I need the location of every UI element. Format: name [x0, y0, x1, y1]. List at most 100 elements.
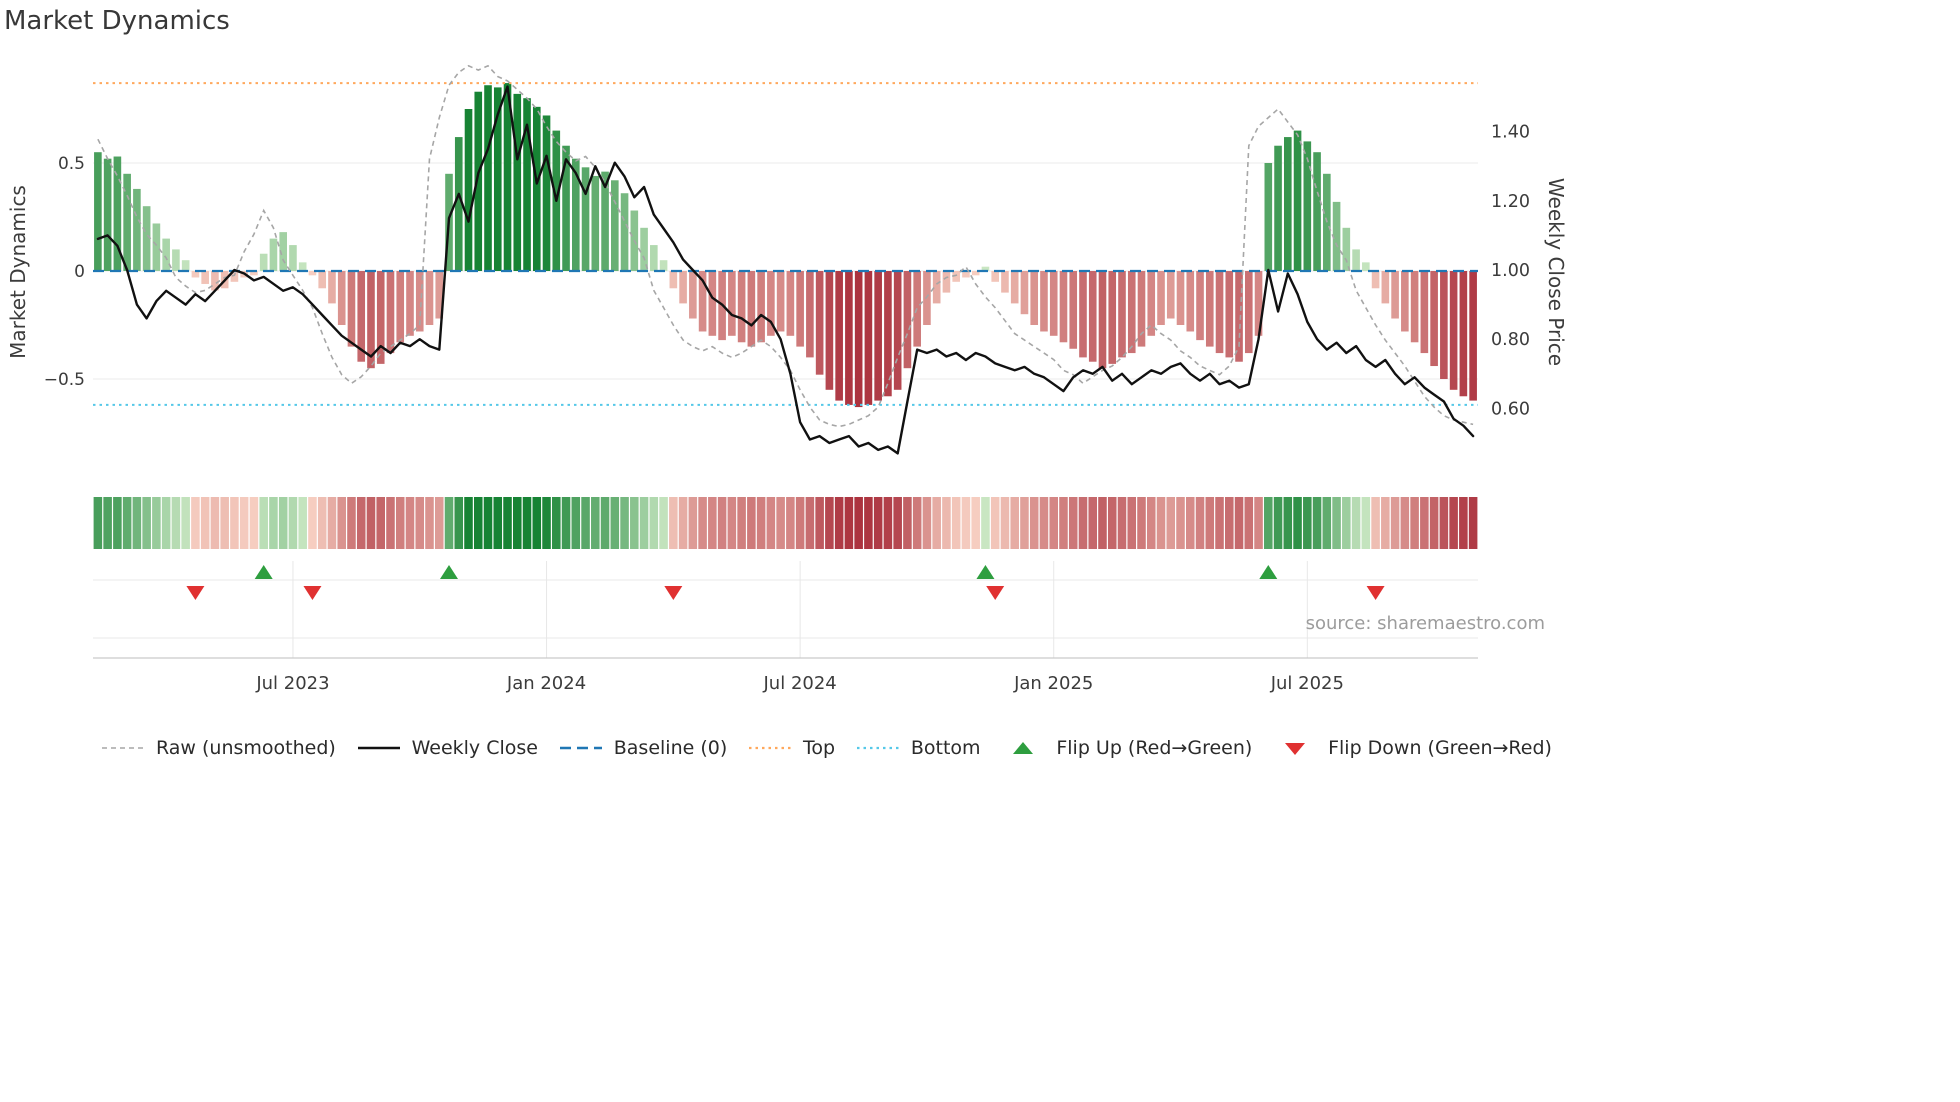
heatmap-cell: [795, 497, 805, 549]
oscillator-bar: [1440, 271, 1448, 379]
oscillator-bar: [1010, 271, 1019, 304]
heatmap-cell: [103, 497, 112, 549]
oscillator-bar: [181, 260, 190, 271]
heatmap-cell: [473, 497, 483, 549]
heatmap-cell: [912, 497, 922, 549]
heatmap-cell: [513, 497, 522, 549]
legend-item-dashed-gray-line: Raw (unsmoothed): [100, 737, 336, 759]
heatmap-cell: [1059, 497, 1068, 549]
heatmap-cell: [239, 497, 249, 549]
legend-item-red-down-triangle: Flip Down (Green→Red): [1272, 737, 1552, 759]
flip-down-marker: [186, 586, 205, 600]
heatmap-cell: [1429, 497, 1439, 549]
heatmap-cell: [1264, 497, 1273, 549]
heatmap-cell: [1049, 497, 1058, 549]
heatmap-cell: [1459, 497, 1468, 549]
left-axis-label: Market Dynamics: [6, 185, 30, 359]
heatmap-cell: [1000, 497, 1010, 549]
heatmap-cell: [405, 497, 415, 549]
heatmap-cell: [1078, 497, 1088, 549]
x-tick-label: Jan 2025: [1013, 673, 1093, 694]
oscillator-bar: [737, 271, 746, 343]
y-right-tick-label: 0.80: [1491, 330, 1530, 350]
heatmap-cell: [815, 497, 824, 549]
oscillator-bar: [835, 271, 843, 401]
oscillator-bar: [464, 109, 473, 271]
oscillator-bar: [1127, 271, 1136, 354]
heatmap-cell: [932, 497, 941, 549]
heatmap-cell: [834, 497, 844, 549]
x-tick-label: Jul 2025: [1270, 673, 1344, 694]
heatmap-cell: [776, 497, 785, 549]
heatmap-cell: [132, 497, 142, 549]
y-right-tick-label: 1.00: [1491, 261, 1530, 281]
heatmap-cell: [366, 497, 376, 549]
heatmap-cell: [415, 497, 425, 549]
heatmap-cell: [708, 497, 717, 549]
heatmap-cell: [493, 497, 503, 549]
oscillator-bar: [620, 193, 629, 271]
oscillator-bar: [1205, 271, 1214, 347]
heatmap-cell: [1205, 497, 1215, 549]
heatmap-cell: [844, 497, 854, 549]
legend-item-dashed-blue-line: Baseline (0): [558, 737, 727, 759]
oscillator-bar: [1332, 201, 1341, 271]
heatmap-cell: [532, 497, 542, 549]
oscillator-bar: [513, 93, 522, 271]
y-left-tick-label: 0.5: [58, 154, 85, 174]
heatmap-cell: [1088, 497, 1098, 549]
oscillator-bar: [1293, 130, 1302, 271]
heatmap-cell: [220, 497, 229, 549]
heatmap-cell: [1176, 497, 1185, 549]
oscillator-bar: [1410, 271, 1419, 343]
oscillator-bar: [1020, 271, 1029, 315]
oscillator-bar: [133, 188, 141, 271]
y-right-tick-label: 1.40: [1491, 123, 1530, 143]
heatmap-cell: [756, 497, 766, 549]
heatmap-cell: [386, 497, 395, 549]
heatmap-cell: [1107, 497, 1117, 549]
legend-label: Raw (unsmoothed): [156, 737, 336, 759]
heatmap-cell: [1390, 497, 1400, 549]
heatmap-cell: [1400, 497, 1410, 549]
oscillator-bar: [386, 271, 395, 354]
heatmap-cell: [961, 497, 971, 549]
heatmap-cell: [698, 497, 707, 549]
oscillator-bar: [298, 262, 307, 271]
oscillator-bar: [708, 271, 717, 336]
heatmap-cell: [142, 497, 151, 549]
heatmap-cell: [1039, 497, 1049, 549]
oscillator-bar: [942, 271, 951, 293]
heatmap-cell: [854, 497, 863, 549]
oscillator-bar: [679, 271, 687, 304]
heatmap-cell: [688, 497, 698, 549]
oscillator-bar: [689, 271, 697, 319]
heatmap-cell: [259, 497, 268, 549]
heatmap-cell: [327, 497, 337, 549]
oscillator-bar: [650, 245, 658, 271]
oscillator-bar: [376, 271, 385, 364]
heatmap-cell: [122, 497, 132, 549]
oscillator-bar: [1108, 271, 1117, 364]
oscillator-bar: [308, 271, 317, 276]
oscillator-bar: [991, 271, 1000, 282]
heatmap-cell: [93, 497, 103, 549]
oscillator-bar: [971, 271, 980, 276]
chart-canvas: Jul 2023 Jan 2024 Jul 2024 Jan 2025 Jul 2025…: [44, 64, 1530, 694]
heatmap-cell: [249, 497, 259, 549]
heatmap-cell: [552, 497, 561, 549]
oscillator-bar: [757, 271, 765, 343]
oscillator-bar: [201, 271, 209, 284]
heatmap-cell: [1410, 497, 1419, 549]
oscillator-bar: [1362, 262, 1370, 271]
heatmap-cell: [1342, 497, 1351, 549]
oscillator-bar: [776, 271, 785, 332]
heatmap-cell: [1195, 497, 1205, 549]
y-right-tick-label: 0.60: [1491, 399, 1530, 419]
heatmap-cell: [1127, 497, 1137, 549]
heatmap-cell: [1273, 497, 1283, 549]
oscillator-bar: [903, 271, 912, 369]
oscillator-bar: [1264, 163, 1273, 271]
oscillator-bar: [1069, 271, 1078, 349]
